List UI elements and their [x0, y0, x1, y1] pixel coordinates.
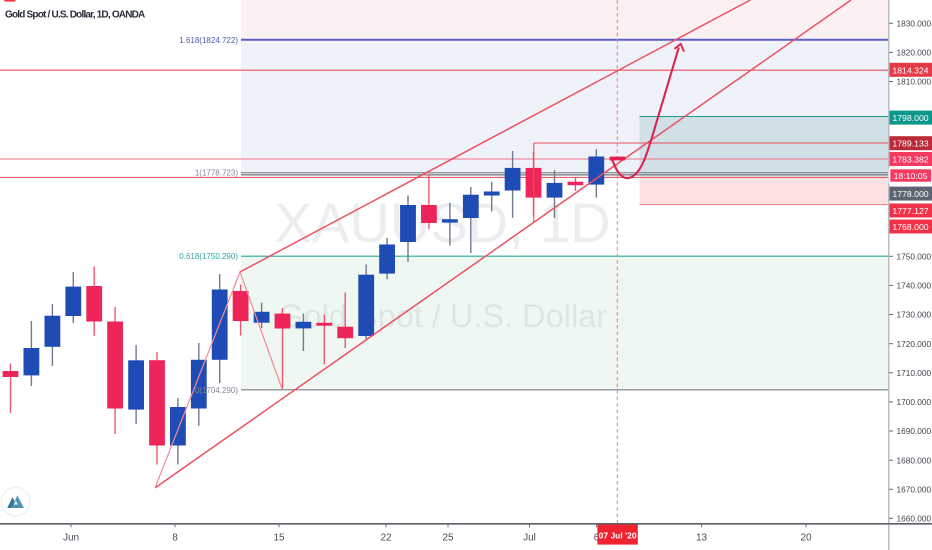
svg-text:1680.000: 1680.000 [897, 455, 932, 465]
svg-text:1660.000: 1660.000 [897, 514, 932, 524]
svg-text:0(1704.290): 0(1704.290) [195, 386, 238, 395]
svg-text:1.618(1824.722): 1.618(1824.722) [179, 36, 238, 45]
svg-text:1830.000: 1830.000 [897, 18, 932, 28]
svg-text:1670.000: 1670.000 [897, 484, 932, 494]
svg-text:Gold Spot / U.S. Dollar, 1D, O: Gold Spot / U.S. Dollar, 1D, OANDA [5, 10, 145, 21]
svg-text:07 Jul '20: 07 Jul '20 [599, 530, 637, 540]
svg-text:1789.133: 1789.133 [892, 139, 928, 149]
svg-text:1798.000: 1798.000 [892, 113, 928, 123]
svg-text:8: 8 [172, 532, 178, 543]
svg-text:Gold Spot / U.S. Dollar: Gold Spot / U.S. Dollar [278, 298, 607, 334]
svg-text:1710.000: 1710.000 [897, 368, 932, 378]
svg-text:Jul: Jul [523, 532, 536, 543]
svg-text:15: 15 [273, 532, 285, 543]
svg-text:18:10:05: 18:10:05 [894, 171, 928, 181]
svg-text:1777.127: 1777.127 [892, 206, 928, 216]
svg-text:20: 20 [800, 532, 812, 543]
svg-text:Jun: Jun [63, 532, 79, 543]
svg-text:6: 6 [594, 532, 600, 543]
svg-text:1730.000: 1730.000 [897, 310, 932, 320]
svg-text:13: 13 [696, 532, 708, 543]
svg-text:25: 25 [442, 532, 454, 543]
svg-text:1(1778.723): 1(1778.723) [195, 169, 238, 178]
svg-text:1700.000: 1700.000 [897, 397, 932, 407]
svg-text:1820.000: 1820.000 [897, 48, 932, 58]
svg-text:1783.382: 1783.382 [892, 155, 928, 165]
svg-text:1690.000: 1690.000 [897, 426, 932, 436]
svg-text:1810.000: 1810.000 [897, 77, 932, 87]
svg-text:1750.000: 1750.000 [897, 251, 932, 261]
svg-text:1720.000: 1720.000 [897, 339, 932, 349]
svg-text:1814.324: 1814.324 [892, 65, 928, 75]
svg-text:1740.000: 1740.000 [897, 281, 932, 291]
svg-text:1768.000: 1768.000 [892, 222, 928, 232]
svg-text:0.618(1750.290): 0.618(1750.290) [179, 252, 238, 261]
svg-text:22: 22 [380, 532, 392, 543]
svg-text:1778.000: 1778.000 [892, 189, 928, 199]
